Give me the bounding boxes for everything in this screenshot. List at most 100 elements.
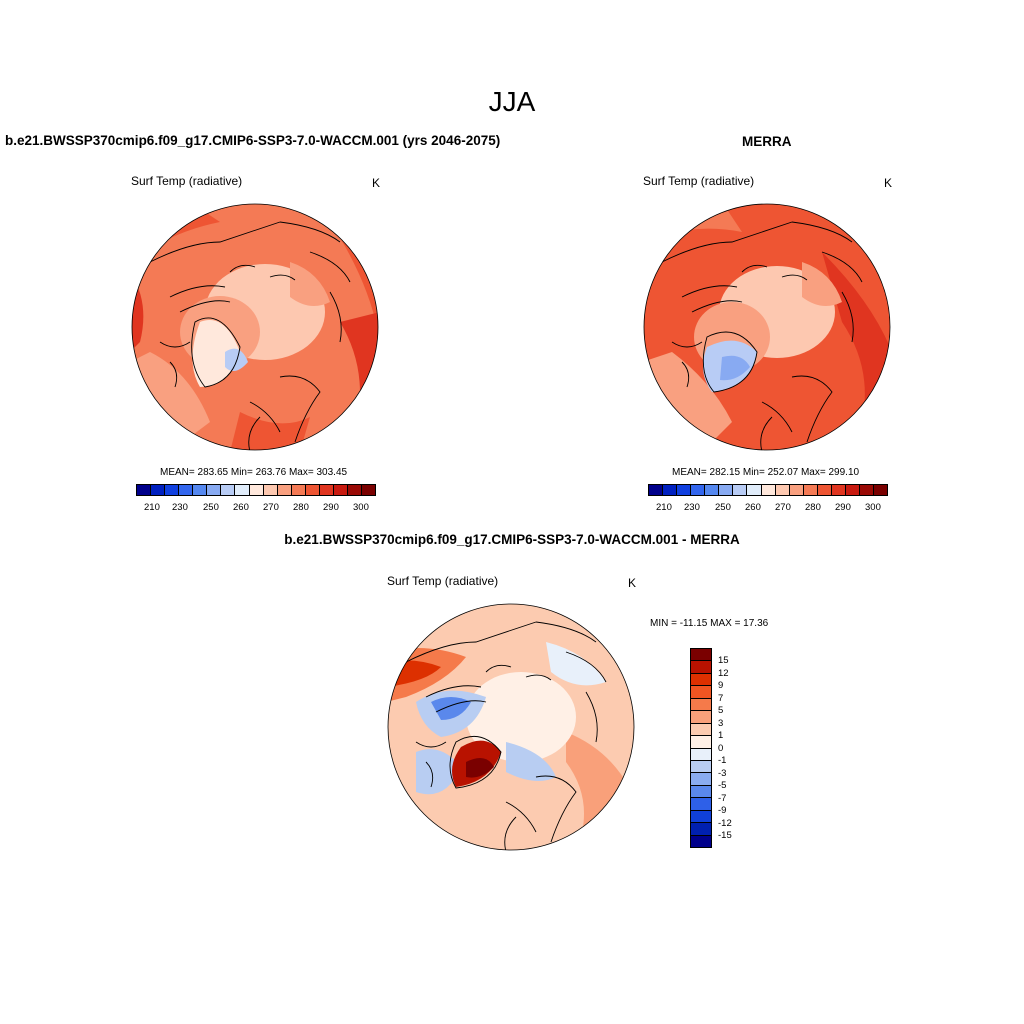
colorbar-swatch (789, 485, 804, 495)
colorbar-swatch (761, 485, 776, 495)
colorbar-swatch (691, 723, 711, 737)
colorbar-swatch (249, 485, 264, 495)
diff-cb-tick: 15 (718, 655, 729, 666)
colorbar-swatch (649, 485, 664, 495)
colorbar-swatch (691, 649, 711, 662)
colorbar-swatch (362, 485, 376, 495)
diff-stats: MIN = -11.15 MAX = 17.36 (650, 618, 769, 629)
colorbar-swatch (319, 485, 334, 495)
colorbar-swatch (691, 711, 711, 724)
obs-cb-tick: 270 (775, 502, 791, 513)
obs-cb-tick: 230 (684, 502, 700, 513)
diff-colorbar-ticks: 15 12 9 7 5 3 1 0 -1 -3 -5 -7 -9 -12 -15 (718, 648, 758, 848)
obs-colorbar (648, 484, 888, 496)
model-polar-map (131, 203, 379, 451)
model-units-label: K (372, 176, 381, 190)
colorbar-swatch (691, 673, 711, 687)
diff-colorbar (690, 648, 712, 848)
colorbar-swatch (305, 485, 320, 495)
colorbar-swatch (663, 485, 678, 495)
obs-variable-label: Surf Temp (radiative) (643, 174, 755, 188)
obs-units-label: K (884, 176, 893, 190)
colorbar-swatch (747, 485, 762, 495)
colorbar-swatch (733, 485, 748, 495)
colorbar-swatch (235, 485, 250, 495)
colorbar-swatch (193, 485, 208, 495)
colorbar-swatch (831, 485, 846, 495)
colorbar-swatch (165, 485, 180, 495)
colorbar-swatch (263, 485, 278, 495)
diff-polar-map (387, 603, 635, 851)
diff-cb-tick: -9 (718, 805, 727, 816)
colorbar-swatch (179, 485, 194, 495)
colorbar-swatch (845, 485, 860, 495)
colorbar-swatch (719, 485, 734, 495)
model-stats: MEAN= 283.65 Min= 263.76 Max= 303.45 (160, 467, 348, 478)
diff-cb-tick: 5 (718, 705, 724, 716)
diff-cb-tick: 1 (718, 730, 724, 741)
obs-cb-tick: 260 (745, 502, 761, 513)
colorbar-swatch (207, 485, 222, 495)
obs-colorbar-ticks: 210 230 250 260 270 280 290 300 (648, 502, 888, 514)
diff-cb-tick: 12 (718, 668, 729, 679)
obs-cb-tick: 290 (835, 502, 851, 513)
colorbar-swatch (347, 485, 362, 495)
diff-units-label: K (628, 576, 637, 590)
colorbar-swatch (691, 798, 711, 811)
diff-cb-tick: 0 (718, 743, 724, 754)
colorbar-swatch (691, 835, 711, 847)
colorbar-swatch (291, 485, 306, 495)
colorbar-swatch (691, 485, 706, 495)
colorbar-swatch (691, 736, 711, 749)
model-cb-tick: 290 (323, 502, 339, 513)
main-title: JJA (488, 86, 536, 117)
colorbar-swatch (277, 485, 292, 495)
diff-cb-tick: 9 (718, 680, 724, 691)
colorbar-swatch (859, 485, 874, 495)
colorbar-swatch (691, 686, 711, 699)
model-cb-tick: 260 (233, 502, 249, 513)
diff-cb-tick: -3 (718, 768, 727, 779)
colorbar-swatch (691, 661, 711, 674)
colorbar-swatch (137, 485, 152, 495)
model-colorbar-ticks: 210 230 250 260 270 280 290 300 (136, 502, 376, 514)
colorbar-swatch (691, 823, 711, 836)
colorbar-swatch (874, 485, 888, 495)
obs-cb-tick: 250 (715, 502, 731, 513)
colorbar-swatch (775, 485, 790, 495)
colorbar-swatch (691, 760, 711, 774)
colorbar-swatch (691, 698, 711, 712)
obs-cb-tick: 210 (656, 502, 672, 513)
colorbar-swatch (803, 485, 818, 495)
colorbar-swatch (691, 748, 711, 761)
model-cb-tick: 280 (293, 502, 309, 513)
diff-cb-tick: -12 (718, 818, 732, 829)
diff-cb-tick: -15 (718, 830, 732, 841)
colorbar-swatch (221, 485, 236, 495)
obs-cb-tick: 280 (805, 502, 821, 513)
colorbar-swatch (151, 485, 166, 495)
colorbar-swatch (677, 485, 692, 495)
colorbar-swatch (691, 810, 711, 824)
model-cb-tick: 270 (263, 502, 279, 513)
obs-stats: MEAN= 282.15 Min= 252.07 Max= 299.10 (672, 467, 860, 478)
model-cb-tick: 300 (353, 502, 369, 513)
colorbar-swatch (691, 785, 711, 799)
model-panel-title: b.e21.BWSSP370cmip6.f09_g17.CMIP6-SSP3-7… (5, 133, 501, 148)
diff-cb-tick: -1 (718, 755, 727, 766)
obs-cb-tick: 300 (865, 502, 881, 513)
diff-panel-title: b.e21.BWSSP370cmip6.f09_g17.CMIP6-SSP3-7… (284, 532, 740, 547)
model-colorbar (136, 484, 376, 496)
diff-cb-tick: 7 (718, 693, 724, 704)
model-variable-label: Surf Temp (radiative) (131, 174, 243, 188)
obs-panel-title: MERRA (742, 134, 792, 149)
colorbar-swatch (705, 485, 720, 495)
diff-cb-tick: -5 (718, 780, 727, 791)
model-cb-tick: 230 (172, 502, 188, 513)
colorbar-swatch (691, 773, 711, 786)
diff-variable-label: Surf Temp (radiative) (387, 574, 499, 588)
diff-cb-tick: -7 (718, 793, 727, 804)
colorbar-swatch (817, 485, 832, 495)
model-cb-tick: 250 (203, 502, 219, 513)
diff-cb-tick: 3 (718, 718, 724, 729)
